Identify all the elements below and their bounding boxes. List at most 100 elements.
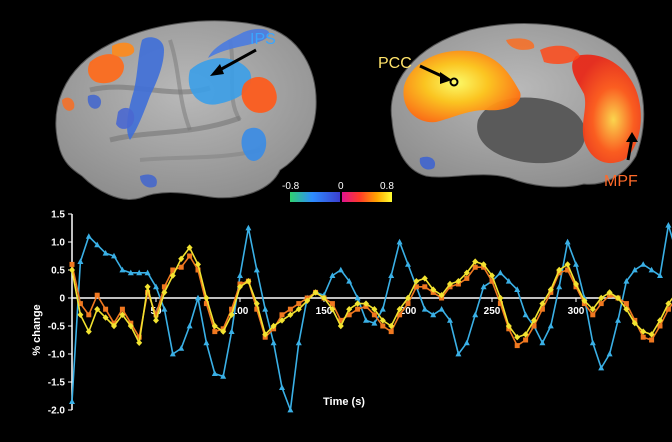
data-point — [186, 322, 193, 329]
data-point — [136, 334, 142, 340]
data-point — [648, 266, 655, 273]
data-point — [430, 311, 437, 318]
colorbar-max-label: 0.8 — [380, 181, 394, 192]
data-point — [455, 278, 462, 285]
data-point — [615, 294, 621, 302]
data-point — [430, 286, 437, 293]
data-point — [547, 286, 554, 293]
data-point — [539, 306, 545, 312]
data-point — [329, 301, 335, 307]
data-point — [623, 278, 630, 284]
data-point — [228, 328, 235, 334]
data-point — [657, 317, 663, 324]
data-point — [380, 323, 386, 329]
data-point — [472, 264, 478, 270]
data-point — [480, 283, 487, 290]
data-point — [312, 289, 319, 296]
y-tick-label: 0 — [59, 294, 65, 305]
data-point — [94, 292, 100, 298]
data-point — [573, 261, 579, 267]
data-point — [354, 294, 361, 301]
data-point — [355, 306, 361, 312]
data-point — [649, 337, 655, 343]
data-point — [304, 297, 311, 304]
data-point — [447, 280, 453, 288]
data-point — [170, 267, 176, 273]
data-point — [245, 224, 252, 231]
data-point — [463, 339, 470, 346]
data-point — [514, 334, 521, 341]
data-point — [438, 292, 445, 299]
data-point — [598, 294, 605, 302]
data-point — [665, 222, 672, 228]
data-point — [153, 317, 159, 324]
data-point — [144, 269, 151, 276]
data-point — [346, 306, 353, 313]
data-point — [640, 328, 647, 335]
data-point — [321, 294, 327, 302]
series-line — [71, 224, 672, 411]
data-point — [186, 244, 193, 251]
data-point — [237, 283, 243, 290]
x-tick-label: 250 — [484, 306, 501, 317]
data-point — [211, 322, 218, 330]
data-point — [531, 323, 537, 329]
data-point — [581, 297, 588, 304]
data-point — [161, 289, 168, 296]
ips-label: IPS — [250, 31, 276, 48]
pcc-label: PCC — [378, 55, 412, 72]
x-axis-title: Time (s) — [323, 396, 365, 408]
mpf-region — [572, 54, 641, 164]
data-point — [589, 339, 596, 346]
colorbar-min-label: -0.8 — [282, 181, 300, 192]
x-tick-label: 100 — [232, 306, 249, 317]
series-3 — [69, 244, 672, 346]
data-point — [85, 328, 92, 335]
data-point — [497, 301, 503, 307]
data-point — [69, 261, 75, 267]
data-point — [279, 312, 285, 318]
data-point — [631, 320, 638, 327]
mpf-label: MPF — [604, 173, 638, 190]
data-point — [203, 339, 210, 346]
x-tick-label: 150 — [316, 306, 333, 317]
data-point — [564, 261, 571, 268]
data-point — [522, 331, 529, 338]
data-point — [136, 269, 143, 276]
left-orange-region-2 — [241, 77, 277, 113]
data-point — [295, 306, 302, 313]
data-point — [564, 238, 571, 245]
data-point — [421, 306, 428, 312]
left-hemisphere: IPS — [55, 20, 317, 200]
data-point — [211, 370, 218, 376]
ips-blue-region — [188, 58, 252, 105]
data-point — [287, 311, 294, 318]
data-point — [346, 278, 353, 284]
data-point — [447, 317, 453, 323]
data-point — [203, 301, 209, 307]
data-point — [346, 312, 352, 318]
data-point — [136, 339, 143, 346]
data-point — [279, 384, 285, 390]
data-point — [397, 312, 403, 318]
x-tick-label: 200 — [400, 306, 417, 317]
data-point — [522, 311, 529, 318]
data-point — [270, 339, 277, 346]
data-point — [111, 252, 117, 259]
y-axis-title: % change — [31, 304, 43, 355]
y-axis: -2.0 -1.5 -1.0 -0.5 0 0.5 1.0 1.5 — [48, 210, 73, 417]
data-point — [413, 284, 419, 290]
data-point — [195, 261, 201, 268]
data-point — [178, 345, 185, 351]
data-point — [69, 266, 75, 274]
data-point — [547, 322, 554, 329]
data-point — [77, 311, 84, 318]
data-point — [623, 301, 629, 307]
data-point — [102, 314, 109, 321]
data-point — [505, 322, 512, 330]
data-point — [472, 258, 479, 265]
data-point — [422, 284, 428, 290]
data-point — [497, 269, 504, 276]
ips-arrow — [215, 48, 257, 74]
data-point — [363, 300, 369, 307]
